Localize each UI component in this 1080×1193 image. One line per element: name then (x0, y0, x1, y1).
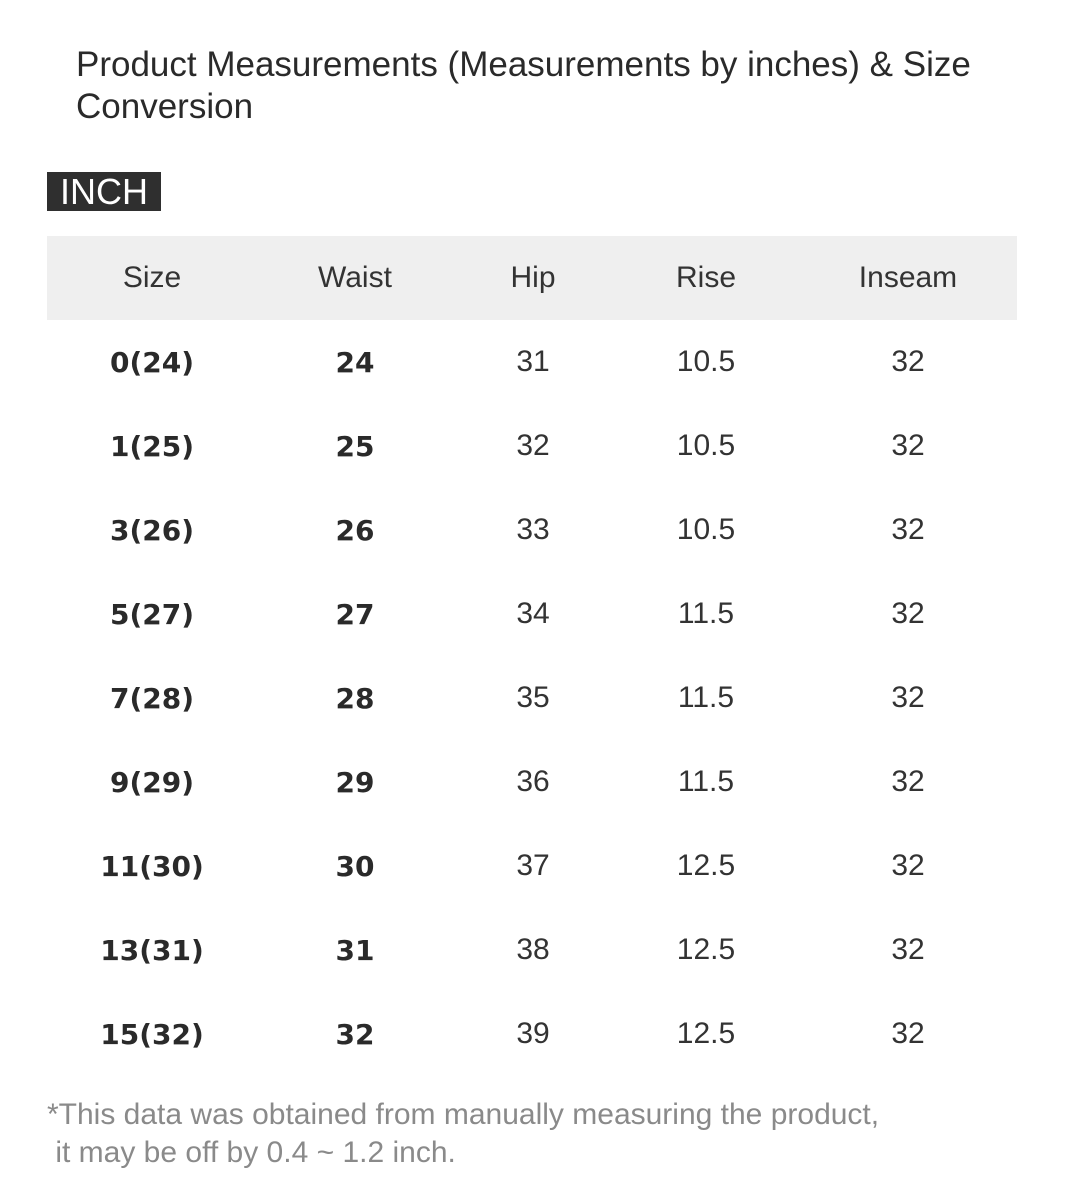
cell-hip: 31 (516, 345, 550, 378)
cell-inseam: 32 (891, 849, 925, 882)
cell-hip: 32 (516, 429, 550, 462)
table-row: 9(29) 29 36 11.5 32 (47, 740, 1017, 824)
cell-size: 7(28) (109, 681, 195, 715)
cell-hip: 34 (516, 597, 550, 630)
cell-rise: 12.5 (676, 933, 736, 966)
table-row: 3(26) 26 33 10.5 32 (47, 488, 1017, 572)
header-hip: Hip (453, 236, 613, 320)
cell-size: 11(30) (100, 849, 204, 883)
table-header-row: Size Waist Hip Rise Inseam (47, 236, 1017, 320)
header-waist: Waist (257, 236, 453, 320)
cell-size: 15(32) (100, 1017, 204, 1051)
cell-waist: 31 (335, 933, 375, 967)
cell-waist: 32 (335, 1017, 375, 1051)
cell-rise: 10.5 (676, 345, 736, 378)
cell-inseam: 32 (891, 597, 925, 630)
footnote-line-1: *This data was obtained from manually me… (47, 1098, 880, 1131)
cell-size: 13(31) (100, 933, 204, 967)
cell-rise: 12.5 (676, 1017, 736, 1050)
header-rise: Rise (613, 236, 799, 320)
cell-rise: 11.5 (677, 765, 735, 798)
cell-inseam: 32 (891, 345, 925, 378)
table-row: 15(32) 32 39 12.5 32 (47, 992, 1017, 1076)
cell-waist: 25 (335, 429, 375, 463)
unit-badge: INCH (47, 172, 161, 212)
table-row: 1(25) 25 32 10.5 32 (47, 404, 1017, 488)
cell-inseam: 32 (891, 933, 925, 966)
cell-rise: 11.5 (677, 597, 735, 630)
table-row: 5(27) 27 34 11.5 32 (47, 572, 1017, 656)
cell-inseam: 32 (891, 765, 925, 798)
cell-inseam: 32 (891, 429, 925, 462)
cell-waist: 30 (335, 849, 375, 883)
cell-size: 0(24) (109, 345, 195, 379)
cell-hip: 36 (516, 765, 550, 798)
cell-rise: 10.5 (676, 513, 736, 546)
cell-size: 3(26) (109, 513, 195, 547)
table-row: 11(30) 30 37 12.5 32 (47, 824, 1017, 908)
cell-waist: 28 (335, 681, 375, 715)
footnote-line-2: it may be off by 0.4 ~ 1.2 inch. (47, 1136, 456, 1169)
cell-hip: 39 (516, 1017, 550, 1050)
cell-rise: 11.5 (677, 681, 735, 714)
cell-inseam: 32 (891, 1017, 925, 1050)
cell-hip: 33 (516, 513, 550, 546)
size-table: Size Waist Hip Rise Inseam 0(24) 24 31 10.5… (47, 236, 1017, 1076)
table-row: 0(24) 24 31 10.5 32 (47, 320, 1017, 404)
cell-hip: 35 (516, 681, 550, 714)
table-row: 13(31) 31 38 12.5 32 (47, 908, 1017, 992)
cell-size: 5(27) (109, 597, 195, 631)
cell-hip: 37 (516, 849, 550, 882)
table-row: 7(28) 28 35 11.5 32 (47, 656, 1017, 740)
page-title: Product Measurements (Measurements by in… (76, 45, 971, 126)
header-inseam: Inseam (799, 236, 1017, 320)
cell-rise: 12.5 (676, 849, 736, 882)
cell-inseam: 32 (891, 681, 925, 714)
footnote: *This data was obtained from manually me… (47, 1096, 879, 1172)
cell-waist: 27 (335, 597, 375, 631)
cell-hip: 38 (516, 933, 550, 966)
cell-inseam: 32 (891, 513, 925, 546)
cell-size: 9(29) (109, 765, 195, 799)
cell-waist: 29 (335, 765, 375, 799)
cell-size: 1(25) (109, 429, 195, 463)
header-size: Size (47, 236, 257, 320)
cell-waist: 26 (335, 513, 375, 547)
cell-rise: 10.5 (676, 429, 736, 462)
cell-waist: 24 (335, 345, 375, 379)
